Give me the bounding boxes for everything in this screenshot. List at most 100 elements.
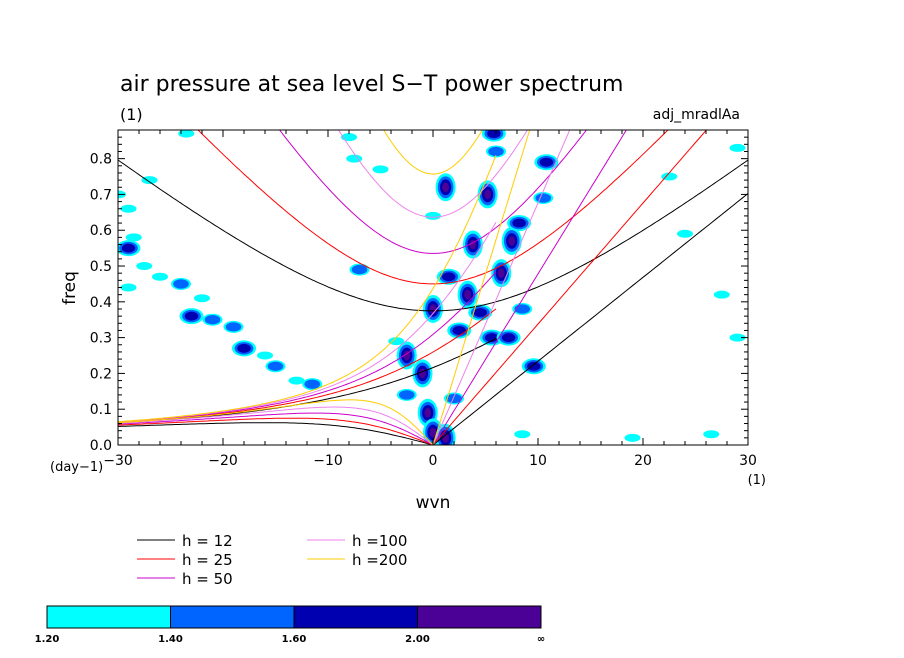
contour-blob-35 [457,280,478,309]
contour-level-0 [624,433,641,442]
contour-blob-5 [120,283,137,292]
contour-level-0 [661,172,678,181]
contour-level-1 [225,322,242,332]
contour-level-1 [535,193,552,203]
contour-level-2 [237,343,251,353]
contour-blob-36 [462,230,483,259]
contour-level-0 [120,283,137,292]
y-tick-label-3: 0.3 [90,331,112,347]
curve-h100-3 [118,406,434,445]
contour-blob-21 [372,165,389,174]
colorbar-label-3: 2.00 [405,634,430,645]
contour-level-0 [125,233,142,242]
axes: −30 −20 −10 0 10 20 30 0.0 0.1 0.2 0.3 0.4 0.5 0.6 0.7… [90,130,757,469]
contour-level-2 [487,130,501,139]
x-axis-label: wvn [416,493,451,513]
contour-blob-45 [521,358,546,375]
contour-level-0 [713,290,730,299]
contour-blob-33 [436,268,461,285]
contour-blob-15 [288,376,305,385]
contour-level-0 [514,430,531,439]
contour-level-0 [288,376,305,385]
legend-label-0: h = 12 [182,532,233,550]
contour-blob-51 [514,430,531,439]
contour-level-1 [173,279,189,289]
contour-blob-57 [729,143,746,152]
contour-level-1 [304,379,321,389]
chart-subtitle-right: adj_mradlAa [653,107,740,123]
contour-level-3 [429,304,437,314]
curve-h200-1 [118,155,497,423]
contour-blob-41 [496,329,521,346]
contour-blob-9 [179,308,204,325]
colorbar-segment-1 [170,605,295,629]
contour-level-0 [729,143,746,152]
contour-blob-54 [661,172,678,181]
contour-level-2 [184,311,199,321]
curve-h25-0 [432,130,708,445]
colorbar-label-0: 1.20 [35,634,60,645]
contour-blob-49 [481,130,506,142]
contour-level-1 [488,146,504,157]
contour-blob-12 [232,340,256,357]
contour-blob-14 [265,360,286,373]
contour-level-0 [346,154,363,163]
contour-level-3 [464,289,472,300]
contour-level-3 [429,427,437,438]
contour-level-0 [677,229,693,238]
colorbar: 1.20 1.40 1.60 2.00 ∞ [35,605,545,645]
contour-level-0 [703,430,720,439]
contour-level-0 [178,130,195,138]
chart-subtitle-left: (1) [120,105,143,124]
colorbar-segment-3 [417,605,542,629]
contour-blob-18 [178,130,195,138]
contour-level-2 [121,243,136,253]
contour-level-2 [539,157,554,167]
x-axis-unit: (1) [748,473,766,488]
contour-level-0 [136,262,153,271]
contour-level-0 [141,176,158,185]
curve-h25-1 [118,308,497,424]
curve-h50-2 [278,130,588,254]
contour-blob-52 [624,433,641,442]
contour-blob-16 [302,378,323,391]
contour-level-2 [512,218,526,228]
contour-level-1 [351,264,368,275]
contour-layer [118,130,746,445]
x-tick-label-0: −30 [103,453,133,469]
contour-blob-6 [152,272,168,281]
contour-level-3 [424,408,432,418]
contour-blob-32 [423,294,443,323]
contour-level-3 [442,182,449,193]
contour-blob-23 [388,337,405,346]
contour-blob-8 [194,294,210,303]
contour-blob-30 [435,173,456,202]
contour-level-0 [388,337,405,346]
curve-h100-2 [338,130,528,218]
y-tick-label-0: 0.0 [90,438,112,454]
contour-level-2 [442,272,456,282]
contour-blob-11 [223,320,244,333]
contour-blob-42 [501,226,522,255]
y-tick-label-2: 0.2 [90,366,112,382]
contour-blob-38 [479,329,504,346]
curve-h100-0 [432,130,571,445]
contour-level-1 [267,361,284,371]
contour-blob-2 [125,233,142,242]
contour-level-2 [485,333,499,343]
y-tick-label-6: 0.6 [90,223,112,239]
contour-level-2 [473,308,487,318]
legend-label-4: h =200 [352,551,407,569]
contour-blob-46 [534,154,559,171]
contour-blob-4 [136,262,153,271]
contour-level-0 [152,272,168,281]
y-tick-label-7: 0.7 [90,187,112,203]
contour-level-2 [501,333,516,343]
contour-level-0 [425,211,441,220]
colorbar-label-1: 1.40 [158,634,183,645]
contour-level-3 [497,268,505,278]
contour-blob-34 [447,322,472,339]
colorbar-segment-2 [293,605,418,629]
x-tick-label-2: −10 [313,453,343,469]
